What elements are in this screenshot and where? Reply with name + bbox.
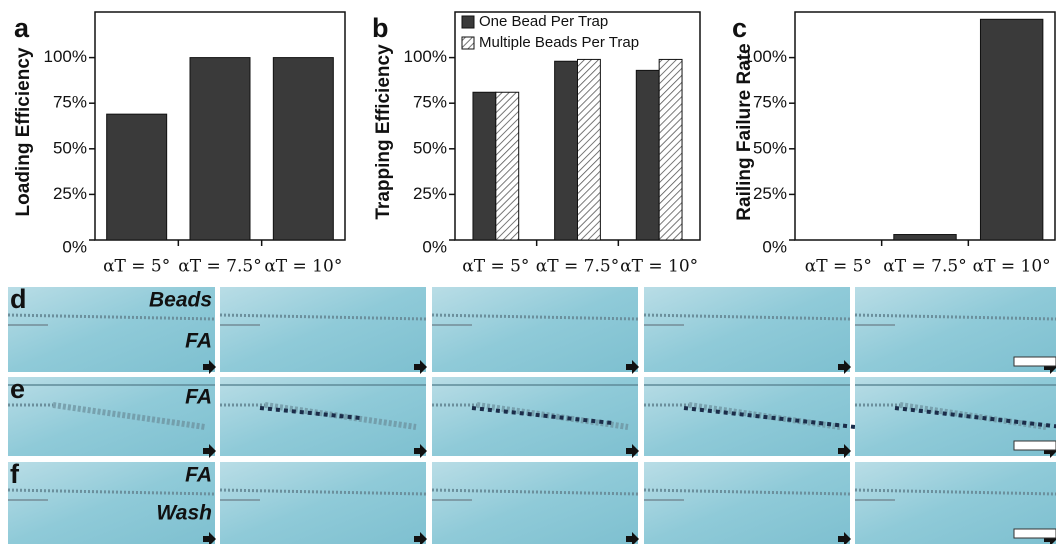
bar <box>554 60 579 241</box>
scale-bar <box>1013 440 1056 451</box>
y-tick-label: 75% <box>753 93 787 112</box>
legend-swatch <box>461 15 475 29</box>
micrograph <box>432 377 638 456</box>
y-tick-label: 25% <box>753 184 787 203</box>
arrow <box>838 532 851 544</box>
arrow <box>203 360 216 374</box>
beads <box>259 406 361 420</box>
scale-bar <box>1013 528 1056 539</box>
y-tick-label: 0% <box>422 237 447 256</box>
y-tick-label: 0% <box>62 237 87 256</box>
scale-bar <box>1013 356 1056 367</box>
micrograph <box>432 462 638 544</box>
micrograph <box>220 462 426 544</box>
micrograph <box>220 287 426 372</box>
bar <box>106 113 168 241</box>
x-tick-label: αT = 10° <box>973 257 1051 277</box>
bar <box>893 234 957 241</box>
bar <box>189 57 251 241</box>
y-tick-label: 75% <box>53 93 87 112</box>
x-tick-label: αT = 10° <box>620 257 698 277</box>
arrow <box>626 444 639 458</box>
y-tick-label: 75% <box>413 93 447 112</box>
panel-letter: f <box>10 459 20 489</box>
arrow <box>414 532 427 544</box>
micrograph <box>644 462 850 544</box>
rail <box>7 313 216 321</box>
x-tick-label: αT = 5° <box>805 257 872 277</box>
y-tick-label: 100% <box>744 47 787 66</box>
y-tick-label: 100% <box>404 47 447 66</box>
panel-letter: c <box>732 13 747 43</box>
bar <box>272 57 334 241</box>
bar <box>635 69 660 241</box>
x-tick-label: αT = 5° <box>462 257 529 277</box>
x-tick-label: αT = 7.5° <box>536 257 619 277</box>
panel-text: FA <box>185 386 212 409</box>
bar <box>979 18 1044 241</box>
x-tick-label: αT = 5° <box>103 257 170 277</box>
arrow <box>414 360 427 374</box>
x-tick-label: αT = 10° <box>264 257 342 277</box>
legend-swatch <box>461 36 475 50</box>
legend-label: One Bead Per Trap <box>479 13 608 30</box>
arrow <box>203 444 216 458</box>
y-tick-label: 25% <box>413 184 447 203</box>
rail <box>7 488 216 496</box>
y-tick-label: 100% <box>44 47 87 66</box>
arrow <box>626 532 639 544</box>
panel-text: Beads <box>149 289 212 312</box>
arrow <box>838 360 851 374</box>
rail <box>854 488 1056 496</box>
bar <box>495 91 520 241</box>
y-tick-label: 50% <box>413 138 447 157</box>
arrow <box>626 360 639 374</box>
y-tick-label: 50% <box>753 138 787 157</box>
y-axis-label: Loading Efficiency <box>13 47 34 216</box>
y-tick-label: 25% <box>53 184 87 203</box>
bar <box>577 58 601 241</box>
micrograph <box>220 377 426 456</box>
x-tick-label: αT = 7.5° <box>178 257 261 277</box>
legend-label: Multiple Beads Per Trap <box>479 34 639 51</box>
x-tick-label: αT = 7.5° <box>883 257 966 277</box>
panel-text: FA <box>185 330 212 353</box>
beads <box>683 406 865 430</box>
micrograph <box>8 287 215 372</box>
micrograph <box>432 287 638 372</box>
arrow <box>414 444 427 458</box>
y-axis-label: Trapping Efficiency <box>373 44 394 220</box>
micrograph <box>8 377 215 456</box>
y-axis-label: Railing Failure Rate <box>734 43 755 220</box>
y-tick-label: 0% <box>762 237 787 256</box>
bar <box>658 58 683 241</box>
panel-letter: b <box>372 13 389 43</box>
trap-array <box>52 402 206 430</box>
micrograph <box>644 377 850 456</box>
y-tick-label: 50% <box>53 138 87 157</box>
panel-text: Wash <box>156 502 212 525</box>
panel-letter: a <box>14 13 30 43</box>
bar <box>472 91 497 241</box>
panel-letter: d <box>10 284 27 314</box>
panel-letter: e <box>10 374 25 404</box>
panel-text: FA <box>185 464 212 487</box>
arrow <box>203 532 216 544</box>
micrograph <box>8 462 215 544</box>
rail <box>854 313 1056 321</box>
micrograph <box>644 287 850 372</box>
arrow <box>838 444 851 458</box>
